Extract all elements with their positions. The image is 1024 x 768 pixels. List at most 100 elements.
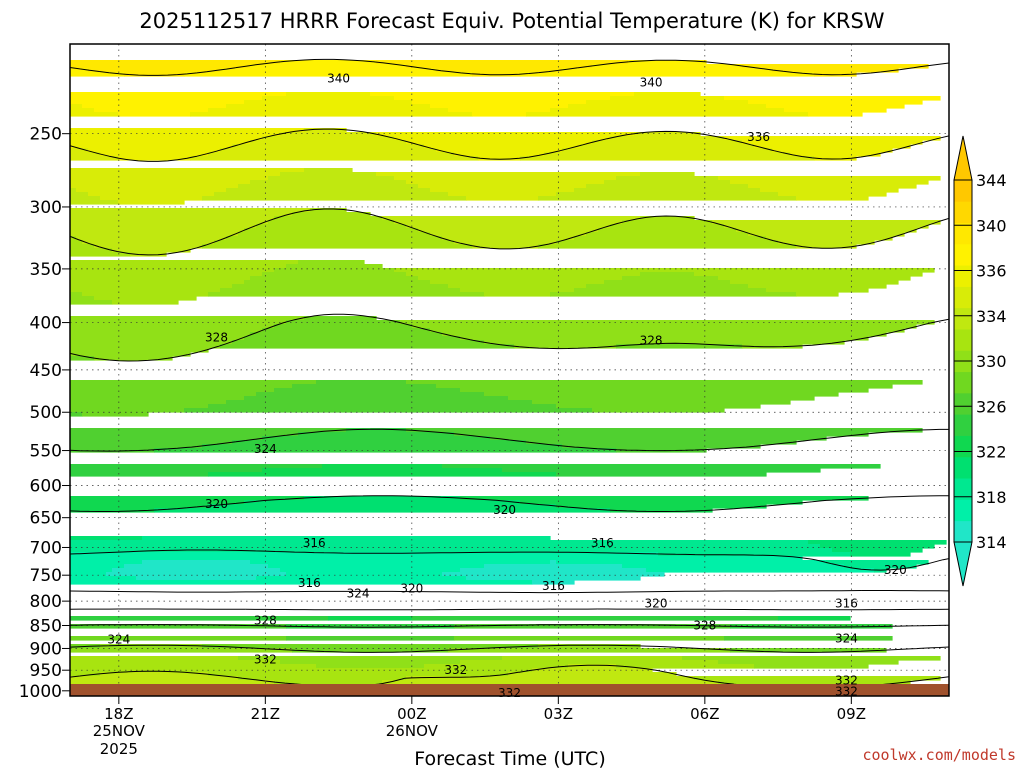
field-cell <box>412 324 917 329</box>
field-cell <box>70 552 659 557</box>
field-cell <box>724 636 893 641</box>
contour-label: 320 <box>645 597 668 611</box>
field-cell <box>184 72 473 77</box>
field-cell <box>70 260 299 265</box>
contour-320 <box>70 495 949 611</box>
contour-label: 340 <box>327 72 350 86</box>
field-cell <box>754 664 869 669</box>
x-tick-date: 25NOV <box>93 722 146 740</box>
field-cell <box>202 444 563 449</box>
field-cell <box>370 92 635 97</box>
field-cell <box>70 564 125 569</box>
field-cell <box>712 220 941 225</box>
field-cell <box>70 636 287 641</box>
field-cell <box>70 540 809 545</box>
contour-label: 320 <box>205 497 228 511</box>
field-cell <box>118 156 191 161</box>
field-cell <box>208 292 485 297</box>
field-cell <box>304 316 377 321</box>
field-cell <box>244 280 431 285</box>
x-tick-label: 21Z <box>251 705 280 723</box>
field-cell <box>430 104 569 109</box>
field-cell <box>70 220 269 225</box>
y-tick-label: 350 <box>30 260 62 280</box>
colorbar-label: 336 <box>976 262 1007 281</box>
field-cell <box>238 184 419 189</box>
field-cell <box>226 104 431 109</box>
contour-label: 332 <box>498 686 521 700</box>
field-cell <box>394 176 617 181</box>
field-cell <box>70 464 323 469</box>
field-cell <box>724 136 941 141</box>
field-cell <box>298 260 365 265</box>
field-cell <box>118 200 185 205</box>
field-cell <box>70 444 203 449</box>
field-cell <box>154 508 611 513</box>
field-cell <box>70 208 311 213</box>
field-cell <box>226 400 533 405</box>
field-cell <box>70 292 83 297</box>
field-cell <box>448 192 557 197</box>
field-cell <box>808 112 863 117</box>
field-cell <box>208 504 557 509</box>
field-cell <box>394 136 611 141</box>
field-cell <box>220 288 461 293</box>
field-cell <box>184 408 593 413</box>
field-cell <box>70 176 269 181</box>
field-cell <box>70 440 233 445</box>
colorbar-segment <box>954 414 972 436</box>
y-tick-label: 1000 <box>19 682 62 702</box>
colorbar-segment <box>954 371 972 394</box>
field-cell <box>394 96 611 101</box>
field-cell <box>112 248 191 253</box>
field-cell <box>274 680 383 685</box>
contour-label: 332 <box>254 652 277 666</box>
field-cell <box>484 564 623 569</box>
field-cell <box>70 496 305 501</box>
contour-label: 328 <box>640 333 663 347</box>
field-cell <box>442 572 665 577</box>
field-cell <box>736 228 917 233</box>
field-cell <box>742 140 923 145</box>
field-cell <box>454 240 557 245</box>
field-cell <box>70 624 287 629</box>
field-cell <box>262 136 395 141</box>
field-cell <box>490 436 827 441</box>
field-cell <box>214 192 449 197</box>
field-cell <box>376 132 635 137</box>
field-cell <box>142 560 251 565</box>
field-cell <box>70 680 275 685</box>
field-cell <box>268 176 395 181</box>
field-cell <box>586 100 749 105</box>
field-cell <box>538 644 641 649</box>
field-cell <box>730 280 899 285</box>
field-cell <box>70 248 113 253</box>
field-cell <box>82 104 227 109</box>
field-cell <box>526 112 809 117</box>
contour-label: 332 <box>835 674 858 688</box>
x-tick-label: 18Z <box>104 705 133 723</box>
field-cell <box>538 244 797 249</box>
field-cell <box>562 444 761 449</box>
field-cell <box>232 284 449 289</box>
field-cell <box>70 408 185 413</box>
field-cell <box>724 96 941 101</box>
field-cell <box>112 300 179 305</box>
field-cell <box>658 552 851 557</box>
field-cell <box>70 216 275 221</box>
field-cell <box>622 564 845 569</box>
field-cell <box>778 192 887 197</box>
field-cell <box>70 324 275 329</box>
field-cell <box>70 436 263 441</box>
colorbar-label: 326 <box>976 397 1007 416</box>
contour-label: 340 <box>640 75 663 89</box>
field-cell <box>70 136 263 141</box>
field-cell <box>232 144 425 149</box>
field-cell <box>244 336 461 341</box>
field-cell <box>442 236 575 241</box>
field-cell <box>586 284 749 289</box>
field-cell <box>304 128 347 133</box>
colorbar-segment <box>954 201 972 223</box>
field-cell <box>610 508 713 513</box>
